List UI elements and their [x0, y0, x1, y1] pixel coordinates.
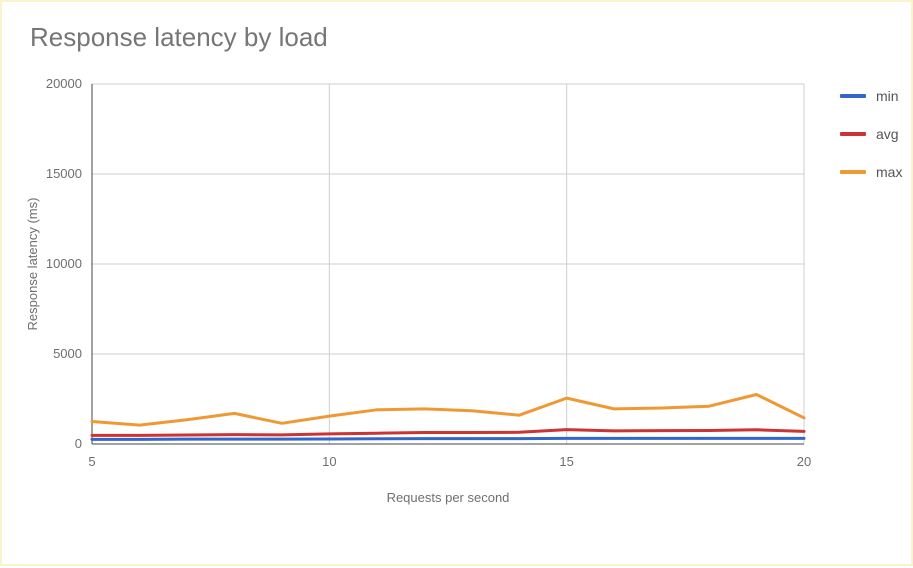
- legend-swatch: [840, 94, 866, 98]
- legend-label: min: [876, 88, 899, 104]
- legend-item-avg: avg: [840, 126, 902, 142]
- svg-text:10000: 10000: [46, 256, 82, 271]
- legend: min avg max: [840, 88, 902, 202]
- legend-swatch: [840, 132, 866, 136]
- svg-text:15000: 15000: [46, 166, 82, 181]
- svg-text:15: 15: [559, 454, 573, 469]
- svg-text:10: 10: [322, 454, 336, 469]
- chart-container: Response latency by load 050001000015000…: [0, 0, 913, 566]
- svg-text:20: 20: [797, 454, 811, 469]
- svg-text:Response latency (ms): Response latency (ms): [25, 198, 40, 331]
- legend-item-max: max: [840, 164, 902, 180]
- legend-label: avg: [876, 126, 899, 142]
- svg-text:Requests per second: Requests per second: [387, 490, 510, 505]
- legend-item-min: min: [840, 88, 902, 104]
- chart-plot: 0 5000 10000 15000 20000 5 10 15 20 Requests per …: [2, 2, 913, 568]
- legend-swatch: [840, 170, 866, 174]
- svg-text:20000: 20000: [46, 76, 82, 91]
- svg-text:0: 0: [75, 436, 82, 451]
- svg-text:5: 5: [88, 454, 95, 469]
- svg-text:5000: 5000: [53, 346, 82, 361]
- legend-label: max: [876, 164, 902, 180]
